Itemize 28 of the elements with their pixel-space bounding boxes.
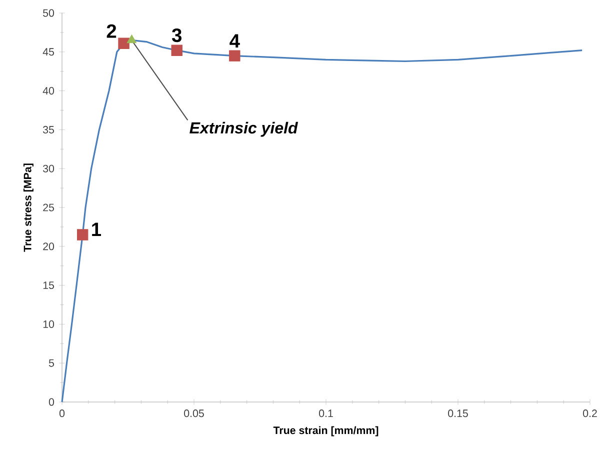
x-tick-label: 0.05	[184, 410, 204, 418]
x-axis-title: True strain [mm/mm]	[273, 426, 378, 436]
annotation: 2	[106, 24, 116, 38]
y-tick-label: 30	[42, 164, 54, 172]
y-tick-label: 25	[43, 204, 54, 212]
y-tick-label: 15	[43, 282, 54, 290]
y-tick-label: 20	[43, 242, 54, 250]
y-tick-label: 45	[42, 48, 54, 56]
point	[171, 44, 182, 56]
x-tick-label: 0.2	[583, 410, 597, 418]
y-tick-label: 0	[48, 398, 54, 406]
x-tick-label: 0.15	[448, 410, 468, 418]
y-tick-label: 50	[43, 9, 54, 17]
x-tick-label: 0.1	[319, 410, 333, 418]
point	[118, 38, 130, 49]
y-tick-label: 40	[42, 87, 54, 95]
annotation: 1	[92, 222, 102, 236]
annotation: 3	[172, 28, 182, 42]
y-tick-label: 10	[43, 320, 54, 328]
y-axis-title: True stress [MPa]	[23, 164, 34, 252]
point	[126, 34, 137, 44]
x-tick-label: 0	[59, 410, 65, 418]
point	[229, 50, 240, 62]
y-tick-label: 35	[42, 126, 54, 134]
annotation: Extrinsic yield	[190, 122, 298, 137]
point	[76, 229, 88, 240]
y-tick-label: 5	[48, 359, 54, 367]
annotation: 4	[230, 34, 240, 48]
